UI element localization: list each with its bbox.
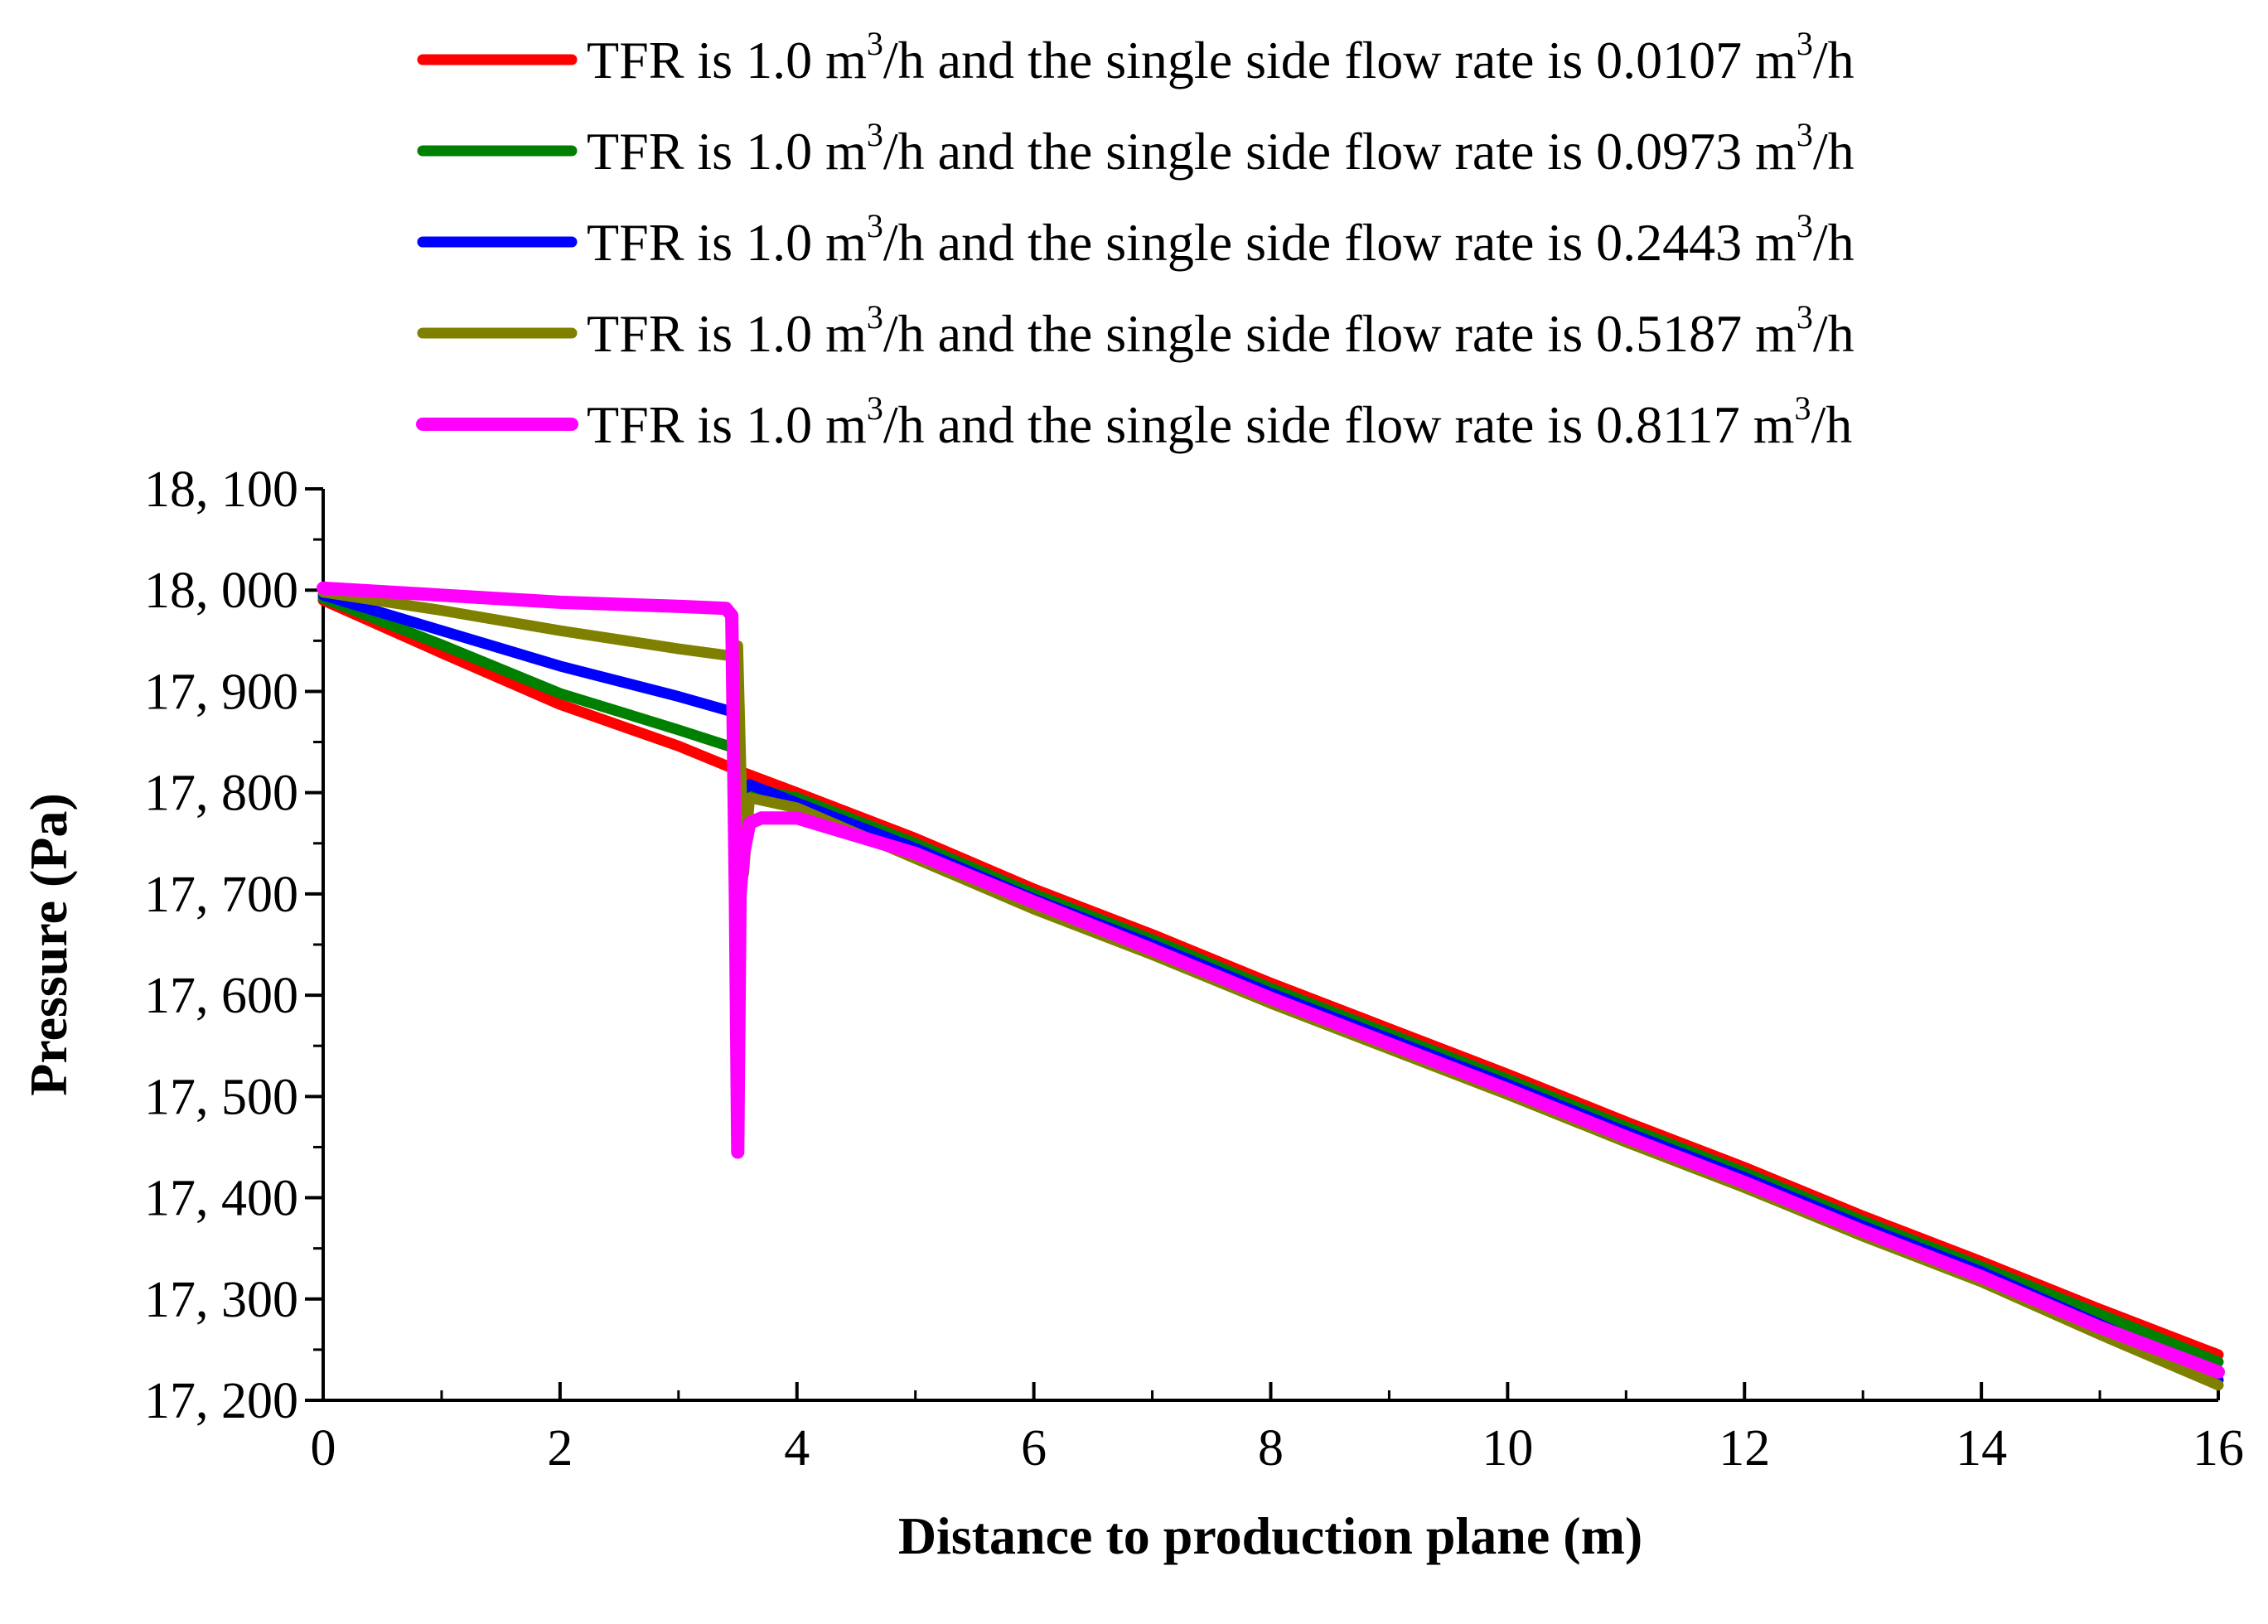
- legend-text-part: TFR is 1.0 m: [587, 213, 867, 272]
- legend-text-part: /h: [1811, 395, 1853, 454]
- legend-superscript: 3: [867, 25, 883, 62]
- series-group: [317, 581, 2225, 1391]
- legend-superscript: 3: [1795, 389, 1811, 427]
- x-tick-label: 16: [2193, 1420, 2244, 1477]
- legend-text-part: /h and the single side flow rate is 0.51…: [883, 304, 1797, 363]
- series-line-5: [317, 581, 2225, 1379]
- x-tick-label: 0: [311, 1420, 336, 1477]
- legend-text-part: /h: [1813, 213, 1855, 272]
- y-tick-label: 17, 900: [144, 664, 298, 720]
- legend-superscript: 3: [867, 116, 883, 153]
- legend-label-2: TFR is 1.0 m3/h and the single side flow…: [587, 116, 1855, 181]
- x-tick-label: 4: [784, 1420, 810, 1477]
- legend-label-4: TFR is 1.0 m3/h and the single side flow…: [587, 298, 1855, 363]
- legend-text-part: /h: [1813, 31, 1855, 89]
- legend-superscript: 3: [1797, 25, 1813, 62]
- legend-text-part: TFR is 1.0 m: [587, 31, 867, 89]
- y-tick-label: 18, 000: [144, 563, 298, 619]
- y-tick-label: 17, 300: [144, 1272, 298, 1328]
- y-tick-label: 17, 200: [144, 1373, 298, 1429]
- legend: TFR is 1.0 m3/h and the single side flow…: [416, 25, 1855, 454]
- legend-text-part: /h and the single side flow rate is 0.01…: [883, 31, 1797, 89]
- legend-superscript: 3: [1797, 298, 1813, 336]
- legend-text-part: TFR is 1.0 m: [587, 122, 867, 181]
- legend-text-part: TFR is 1.0 m: [587, 304, 867, 363]
- legend-text-part: /h: [1813, 122, 1855, 181]
- x-axis-title: Distance to production plane (m): [898, 1506, 1642, 1565]
- x-tick-label: 6: [1021, 1420, 1047, 1477]
- legend-superscript: 3: [867, 298, 883, 336]
- x-tick-label: 14: [1956, 1420, 2007, 1477]
- legend-superscript: 3: [867, 389, 883, 427]
- legend-text-part: /h and the single side flow rate is 0.24…: [883, 213, 1797, 272]
- y-tick-label: 17, 700: [144, 867, 298, 923]
- legend-label-5: TFR is 1.0 m3/h and the single side flow…: [587, 389, 1852, 454]
- legend-label-3: TFR is 1.0 m3/h and the single side flow…: [587, 207, 1855, 272]
- legend-superscript: 3: [1797, 207, 1813, 244]
- legend-text-part: TFR is 1.0 m: [587, 395, 867, 454]
- x-tick-label: 2: [547, 1420, 573, 1477]
- legend-text-part: /h and the single side flow rate is 0.81…: [883, 395, 1795, 454]
- x-tick-label: 8: [1258, 1420, 1284, 1477]
- y-tick-label: 17, 600: [144, 968, 298, 1024]
- y-axis-title: Pressure (Pa): [19, 793, 78, 1096]
- y-tick-label: 17, 400: [144, 1171, 298, 1227]
- legend-text-part: /h: [1813, 304, 1855, 363]
- legend-superscript: 3: [1797, 116, 1813, 153]
- legend-label-1: TFR is 1.0 m3/h and the single side flow…: [587, 25, 1855, 89]
- legend-text-part: /h and the single side flow rate is 0.09…: [883, 122, 1797, 181]
- x-tick-label: 12: [1719, 1420, 1770, 1477]
- ticks: 0 2 4 6 8 10 12 14 16 17, 200 17, 300 17, 400 17, 50…: [144, 462, 2244, 1477]
- y-tick-label: 17, 500: [144, 1069, 298, 1125]
- x-tick-label: 10: [1482, 1420, 1533, 1477]
- legend-superscript: 3: [867, 207, 883, 244]
- y-tick-label: 17, 800: [144, 766, 298, 822]
- y-tick-label: 18, 100: [144, 462, 298, 518]
